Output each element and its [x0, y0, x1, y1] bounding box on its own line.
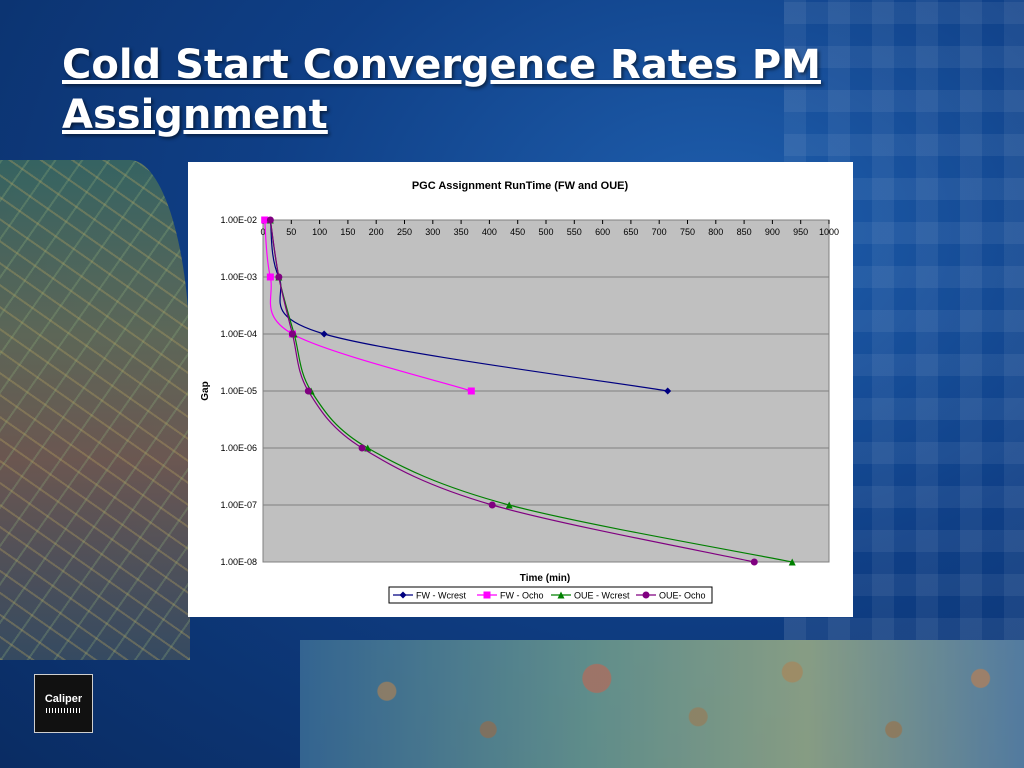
series-line — [269, 219, 755, 563]
data-point — [488, 501, 496, 509]
data-point — [320, 330, 328, 338]
x-tick-label: 500 — [538, 227, 553, 237]
legend-item: FW - Wcrest — [393, 591, 466, 601]
y-tick-label: 1.00E-05 — [220, 386, 257, 396]
x-tick-label: 600 — [595, 227, 610, 237]
legend-swatch-marker — [399, 591, 407, 599]
chart-title: PGC Assignment RunTime (FW and OUE) — [412, 180, 629, 192]
data-point — [288, 330, 296, 338]
x-tick-label: 450 — [510, 227, 525, 237]
data-point — [505, 501, 513, 509]
legend-label: OUE- Ocho — [659, 591, 706, 601]
legend-label: OUE - Wcrest — [574, 591, 630, 601]
y-tick-label: 1.00E-04 — [220, 329, 257, 339]
background-map-bottom — [300, 640, 1024, 768]
series-layer — [261, 216, 796, 566]
chart: PGC Assignment RunTime (FW and OUE) 0 50 1… — [200, 180, 839, 604]
data-point — [664, 387, 672, 395]
legend: FW - Wcrest FW - Ocho OUE - Wcrest OUE- Och… — [388, 586, 713, 604]
series-line — [264, 219, 472, 392]
legend-swatch-marker — [557, 591, 565, 599]
x-tick-label: 700 — [652, 227, 667, 237]
x-tick-label: 950 — [793, 227, 808, 237]
x-tick-label: 0 — [260, 227, 265, 237]
x-tick-label: 200 — [369, 227, 384, 237]
legend-label: FW - Ocho — [500, 591, 544, 601]
y-axis-label: Gap — [200, 381, 211, 400]
chart-panel: PGC Assignment RunTime (FW and OUE) 0 50 1… — [188, 162, 853, 617]
legend-box — [388, 586, 713, 604]
x-tick-label: 250 — [397, 227, 412, 237]
data-point — [275, 273, 283, 281]
legend-item: OUE - Wcrest — [551, 591, 630, 601]
data-point — [467, 387, 475, 395]
x-tick-label: 300 — [425, 227, 440, 237]
legend-item: OUE- Ocho — [636, 591, 706, 601]
x-axis-label: Time (min) — [520, 573, 570, 584]
x-tick-label: 650 — [623, 227, 638, 237]
legend-swatch-marker — [483, 591, 491, 599]
data-point — [266, 273, 274, 281]
logo-text: Caliper — [44, 693, 83, 705]
y-axis-ticks: 1.00E-02 1.00E-03 1.00E-04 1.00E-05 1.00E-06… — [220, 215, 257, 567]
background-map-left — [0, 160, 190, 660]
x-tick-label: 50 — [286, 227, 296, 237]
x-axis-ticks: 0 50 100 150 200 250 300 350 400 450 500 550 600 650 7… — [260, 220, 839, 237]
x-tick-label: 850 — [737, 227, 752, 237]
data-point — [304, 387, 312, 395]
legend-swatch-marker — [642, 591, 650, 599]
y-tick-label: 1.00E-06 — [220, 443, 257, 453]
data-point — [788, 558, 796, 566]
x-tick-label: 900 — [765, 227, 780, 237]
y-tick-label: 1.00E-07 — [220, 500, 257, 510]
x-tick-label: 100 — [312, 227, 327, 237]
data-point — [750, 558, 758, 566]
y-tick-label: 1.00E-08 — [220, 557, 257, 567]
x-tick-label: 750 — [680, 227, 695, 237]
data-point — [266, 216, 274, 224]
x-tick-label: 550 — [567, 227, 582, 237]
x-tick-label: 150 — [340, 227, 355, 237]
x-tick-label: 800 — [708, 227, 723, 237]
data-point — [261, 216, 269, 224]
series-line — [269, 219, 668, 392]
caliper-logo-icon: Caliper — [34, 674, 93, 733]
series-4 — [266, 216, 758, 566]
slide-title: Cold Start Convergence Rates PM Assignme… — [62, 42, 821, 138]
legend-label: FW - Wcrest — [416, 591, 466, 601]
y-tick-label: 1.00E-03 — [220, 272, 257, 282]
logo-ruler-mark — [45, 708, 82, 713]
data-point — [358, 444, 366, 452]
x-tick-label: 350 — [454, 227, 469, 237]
x-tick-label: 1000 — [819, 227, 839, 237]
legend-item: FW - Ocho — [477, 591, 544, 601]
grid-lines — [263, 219, 829, 563]
y-tick-label: 1.00E-02 — [220, 215, 257, 225]
x-tick-label: 400 — [482, 227, 497, 237]
